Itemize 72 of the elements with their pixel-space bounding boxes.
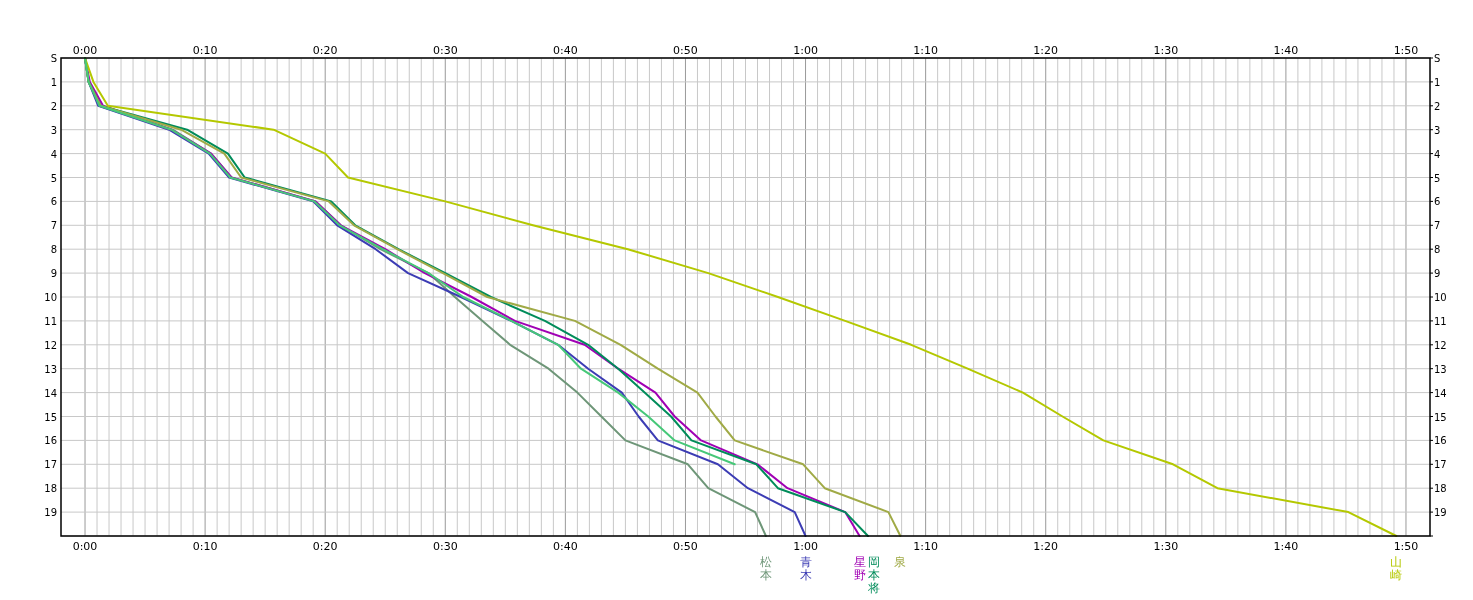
y2-tick-label: S	[1434, 53, 1441, 64]
x-tick-label: 1:50	[1393, 44, 1419, 57]
x2-tick-label: 0:00	[72, 540, 98, 553]
y2-tick-label: 7	[1434, 220, 1441, 232]
y-tick-label: 1	[50, 76, 57, 88]
series-label: 岡本将	[866, 555, 880, 595]
series-label: 松本	[759, 555, 772, 582]
y-tick-label: 9	[50, 268, 57, 280]
y2-tick-label: 17	[1434, 459, 1447, 471]
x2-tick-label: 1:10	[913, 540, 938, 553]
line-series	[84, 57, 1398, 537]
x-tick-label: 1:00	[793, 44, 818, 57]
y2-tick-label: 14	[1434, 387, 1447, 399]
y-tick-label: 16	[44, 435, 57, 447]
x2-tick-label: 0:50	[673, 540, 698, 553]
line-series	[84, 57, 736, 466]
y-tick-label: 8	[50, 244, 57, 256]
y2-tick-label: 6	[1434, 196, 1441, 208]
x2-tick-label: 1:20	[1033, 540, 1059, 553]
y2-tick-label: 16	[1434, 435, 1447, 447]
y2-tick-label: 5	[1434, 172, 1441, 184]
y-tick-label: 13	[44, 363, 57, 375]
x2-tick-label: 0:20	[312, 540, 338, 553]
y2-tick-label: 1	[1434, 76, 1441, 88]
x2-tick-label: 0:30	[432, 540, 458, 553]
y2-tick-label: 3	[1434, 124, 1441, 136]
y-tick-label: 2	[50, 100, 57, 112]
y2-tick-label: 10	[1434, 292, 1447, 303]
x2-tick-label: 1:00	[793, 540, 818, 553]
series-label: 山崎	[1390, 555, 1403, 582]
y-tick-label: S	[50, 53, 57, 64]
y-tick-label: 18	[44, 483, 57, 495]
y-tick-label: 4	[50, 148, 57, 160]
series-label: 青木	[799, 555, 812, 582]
y-tick-label: 14	[44, 387, 57, 399]
x2-tick-label: 1:40	[1273, 540, 1299, 553]
x2-tick-label: 1:50	[1393, 540, 1419, 553]
y2-tick-label: 11	[1434, 315, 1447, 327]
series-label: 泉	[894, 555, 907, 569]
y-tick-label: 5	[50, 172, 57, 184]
x2-tick-label: 0:40	[553, 540, 578, 553]
y-tick-label: 11	[44, 315, 57, 327]
y2-tick-label: 4	[1434, 148, 1441, 160]
x-tick-label: 0:30	[432, 44, 458, 57]
x-tick-label: 1:30	[1153, 44, 1179, 57]
y-tick-label: 3	[50, 124, 57, 136]
x-tick-label: 0:40	[553, 44, 578, 57]
y2-tick-label: 18	[1434, 483, 1447, 495]
x-tick-label: 1:20	[1033, 44, 1059, 57]
y-tick-label: 19	[44, 507, 57, 519]
y-tick-label: 15	[44, 411, 57, 423]
y-tick-label: 10	[44, 292, 57, 303]
x2-tick-label: 1:30	[1153, 540, 1179, 553]
y2-tick-label: 2	[1434, 100, 1441, 112]
y-tick-label: 17	[44, 459, 57, 471]
y2-tick-label: 19	[1434, 507, 1447, 519]
y2-tick-label: 15	[1434, 411, 1447, 423]
x-tick-label: 0:00	[72, 44, 98, 57]
y2-tick-label: 12	[1434, 339, 1447, 351]
x-tick-label: 1:10	[913, 44, 938, 57]
y2-tick-label: 9	[1434, 268, 1441, 280]
x-tick-label: 0:50	[673, 44, 698, 57]
x-tick-label: 1:40	[1273, 44, 1299, 57]
y2-tick-label: 13	[1434, 363, 1447, 375]
y-tick-label: 7	[50, 220, 57, 232]
y-tick-label: 6	[50, 196, 57, 208]
y-tick-label: 12	[44, 339, 57, 351]
x-tick-label: 0:20	[312, 44, 338, 57]
x2-tick-label: 0:10	[192, 540, 218, 553]
x-tick-label: 0:10	[192, 44, 218, 57]
y2-tick-label: 8	[1434, 244, 1441, 256]
series-label: 星野	[853, 555, 866, 582]
